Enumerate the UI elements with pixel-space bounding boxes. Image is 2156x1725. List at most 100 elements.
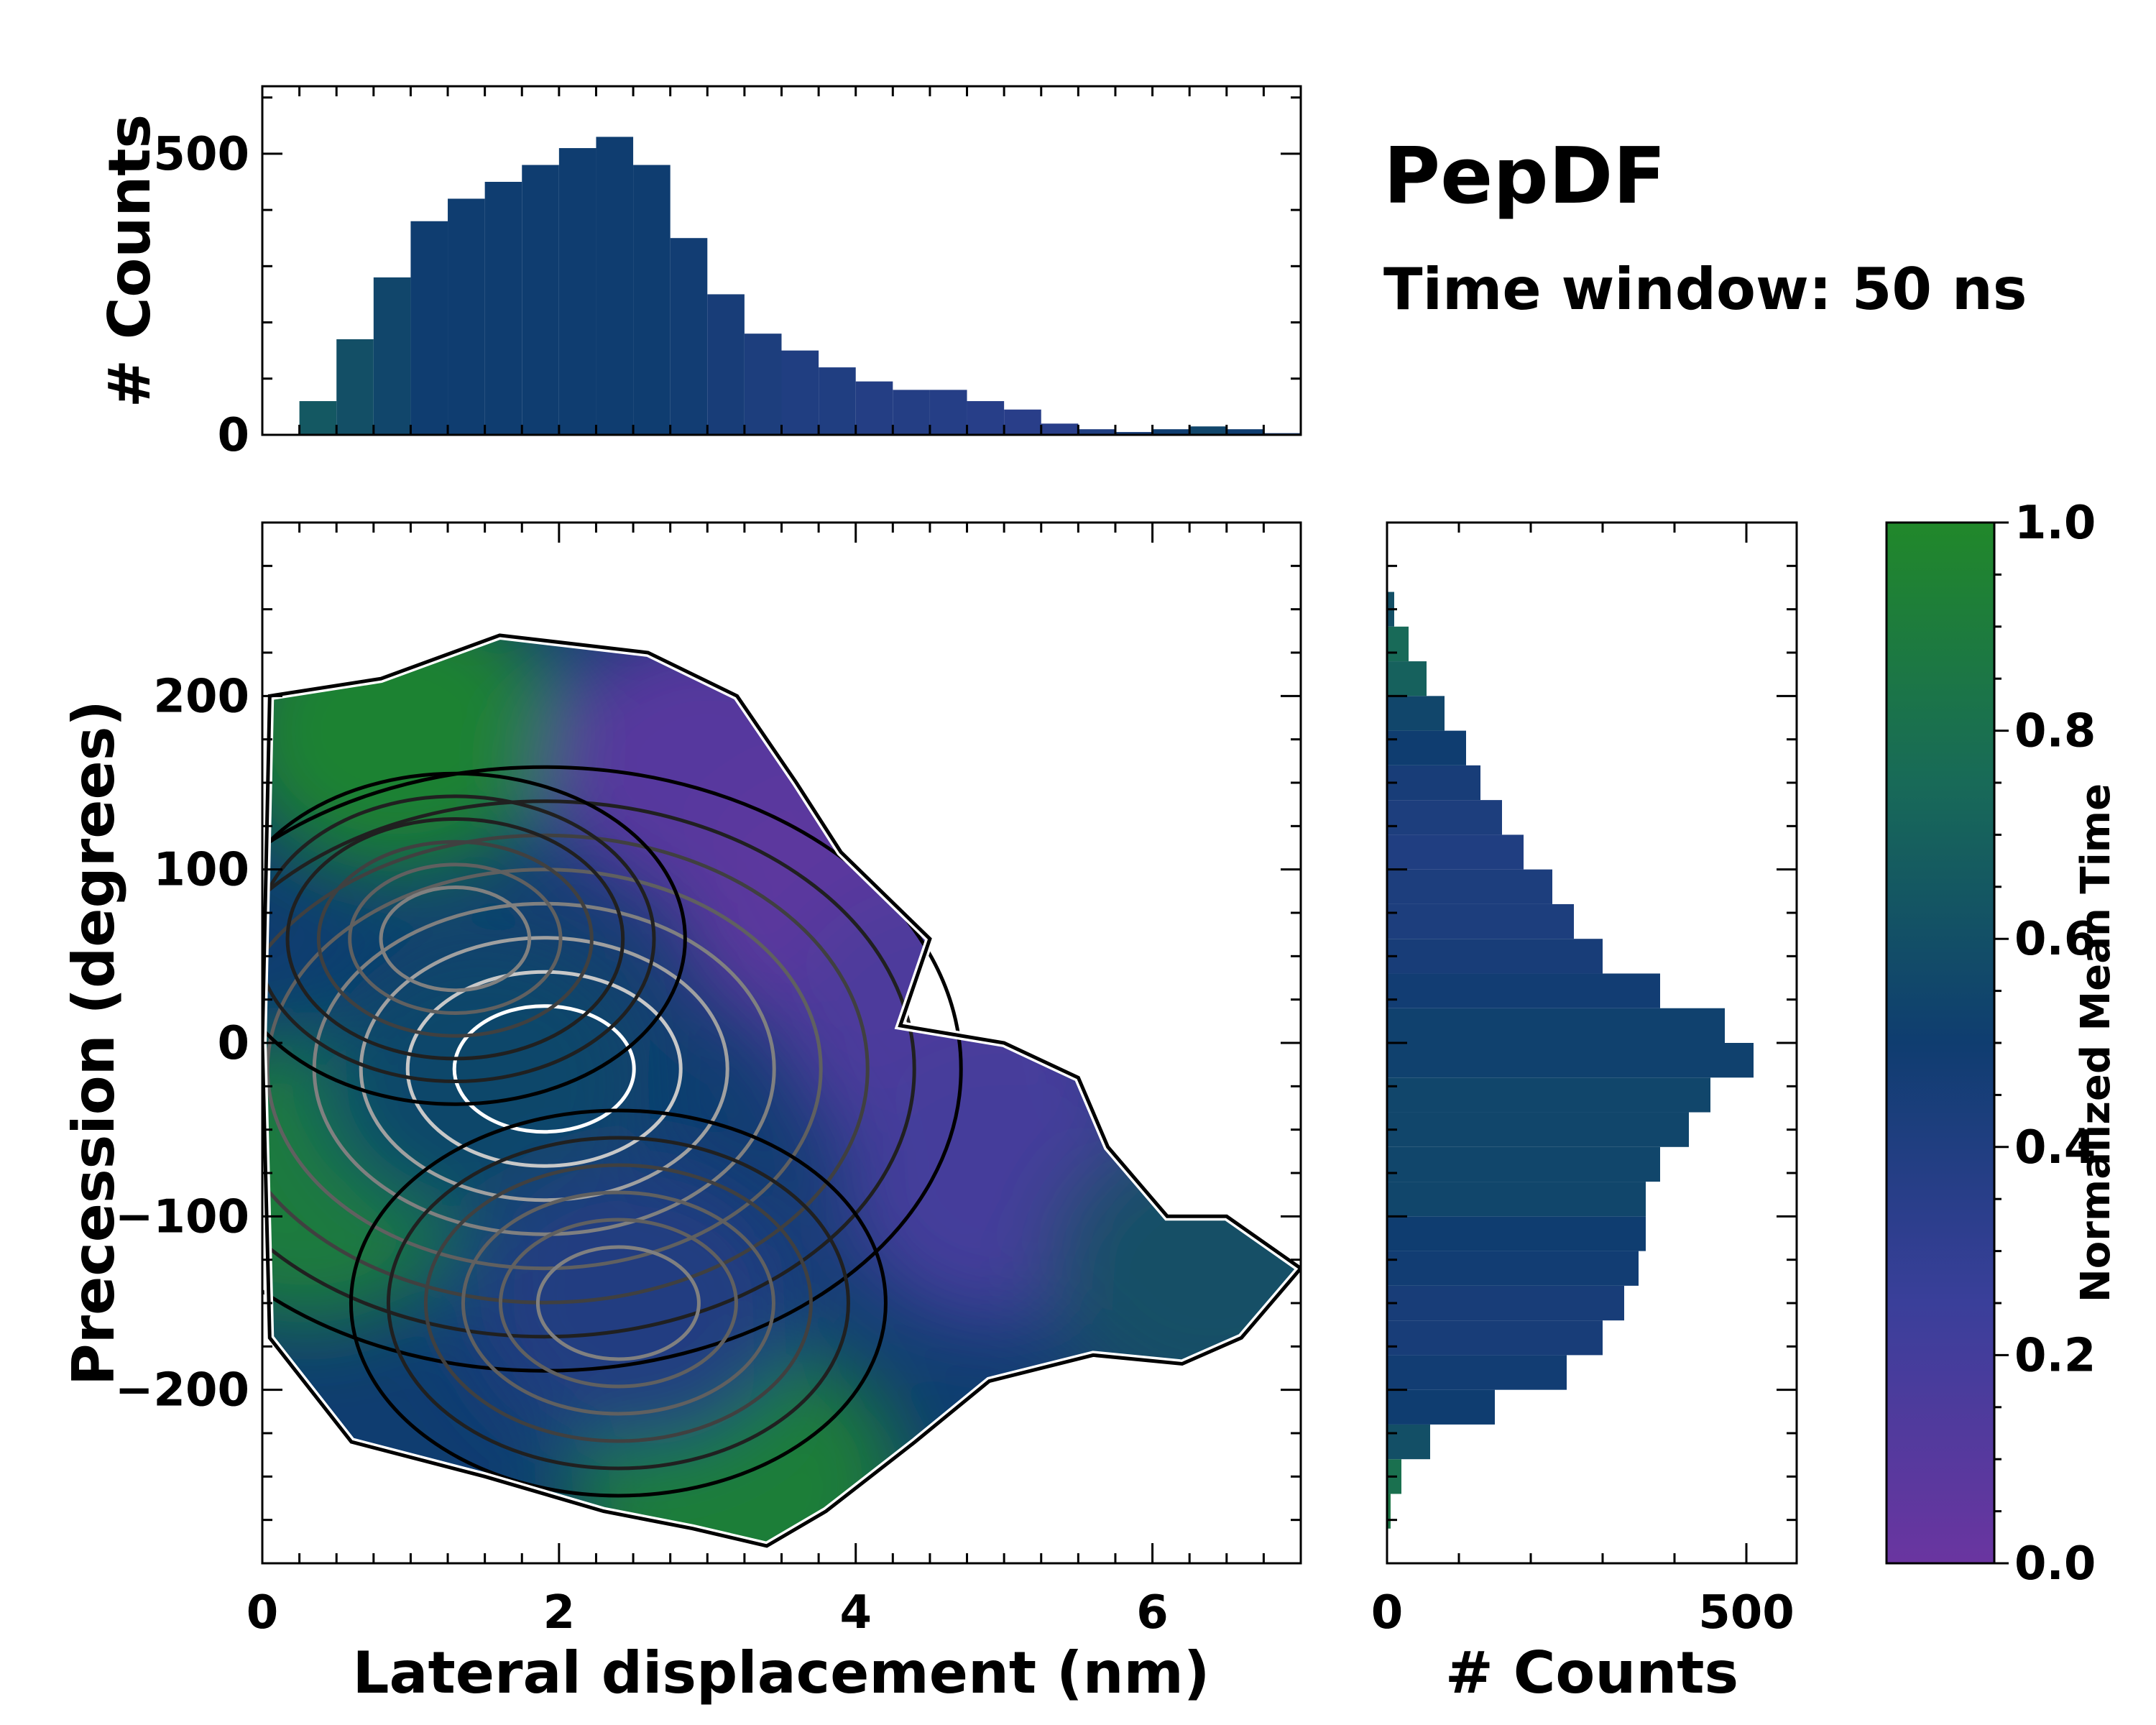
main-y-axis-title: Precession (degrees) <box>60 700 127 1386</box>
density-contour <box>348 862 563 1016</box>
density-contour <box>405 970 683 1168</box>
top-histogram-bar <box>373 277 411 435</box>
main-y-tick-label: −100 <box>115 1190 249 1243</box>
top-y-tick-label: 500 <box>153 128 249 181</box>
right-histogram-bar <box>1387 1182 1646 1217</box>
top-histogram-bar <box>448 198 485 435</box>
main-heatmap-panel: 0 2 4 6 −200 −100 0 100 200 <box>115 521 1302 1639</box>
top-histogram-bar <box>744 334 782 435</box>
right-histogram-bar <box>1387 903 1574 939</box>
density-contour <box>359 936 729 1202</box>
right-histogram-bar <box>1387 1355 1567 1390</box>
top-histogram-bar <box>707 294 745 435</box>
right-histogram-bar <box>1387 1251 1639 1286</box>
density-contour <box>535 1245 701 1361</box>
density-contour <box>452 1004 636 1134</box>
right-histogram-bar <box>1387 661 1427 696</box>
colorbar-tick-label: 1.0 <box>2014 497 2096 550</box>
right-histogram-bar <box>1387 1112 1689 1147</box>
top-histogram-bar <box>855 381 893 435</box>
main-y-tick-label: 0 <box>217 1017 249 1070</box>
right-histogram-bar <box>1387 696 1445 731</box>
heatmap-color-region <box>1046 1124 1301 1412</box>
right-histogram-bar <box>1387 1424 1430 1460</box>
right-histogram-bar <box>1387 626 1409 662</box>
main-x-axis-title: Lateral displacement (nm) <box>353 1639 1210 1706</box>
top-histogram-bar <box>967 401 1005 435</box>
main-y-tick-label: 200 <box>153 670 249 723</box>
top-histogram-bar <box>633 165 671 436</box>
colorbar-tick-label: 0.0 <box>2014 1537 2096 1591</box>
right-histogram-bar <box>1387 765 1480 801</box>
right-x-axis-title: # Counts <box>1445 1639 1738 1706</box>
top-histogram-bar <box>819 367 856 435</box>
top-histogram-bar <box>1115 432 1153 435</box>
density-contour <box>316 840 594 1038</box>
top-histogram-bar <box>670 238 708 435</box>
main-x-tick-label: 6 <box>1136 1586 1169 1639</box>
top-histogram-bar <box>1004 409 1041 435</box>
main-y-tick-label: 100 <box>153 844 249 897</box>
right-histogram-bar <box>1387 1077 1710 1113</box>
top-histogram-bar <box>1078 429 1115 435</box>
colorbar-gradient <box>1885 521 1996 1565</box>
right-histogram-bar <box>1387 800 1502 835</box>
right-histogram-bar <box>1387 1320 1603 1356</box>
main-x-tick-label: 0 <box>247 1586 279 1639</box>
density-contour <box>498 1218 738 1389</box>
right-histogram-bar <box>1387 1216 1646 1251</box>
right-histogram-bar <box>1387 1146 1660 1182</box>
heatmap-fill <box>262 635 1301 1546</box>
density-contour <box>262 799 916 1339</box>
top-histogram-bar <box>781 350 819 435</box>
right-histogram-bar <box>1387 869 1552 904</box>
top-histogram-bar <box>1189 426 1227 435</box>
density-contour <box>379 886 532 993</box>
heatmap-color-region <box>468 1159 799 1447</box>
top-histogram-bar <box>410 221 448 435</box>
top-histogram-bar <box>558 148 596 435</box>
right-x-tick-label: 500 <box>1698 1586 1795 1639</box>
main-x-tick-label: 4 <box>839 1586 872 1639</box>
colorbar-title: Normalized Mean Time <box>2073 783 2119 1302</box>
density-contour <box>265 868 823 1271</box>
colorbar-tick-label: 0.6 <box>2014 913 2096 966</box>
top-y-tick-label: 0 <box>217 409 249 462</box>
density-contours <box>262 765 963 1498</box>
right-histogram-bar <box>1387 939 1603 974</box>
top-histogram-bar <box>929 390 967 435</box>
right-histogram-bar <box>1387 1389 1495 1425</box>
density-contour <box>262 794 656 1083</box>
top-histogram-bar <box>336 339 374 435</box>
right-histogram-bar <box>1387 973 1660 1008</box>
main-x-tick-label: 2 <box>543 1586 576 1639</box>
colorbar-tick-label: 0.8 <box>2014 705 2096 758</box>
top-histogram-bar <box>596 137 634 435</box>
density-contour <box>262 771 687 1106</box>
density-contour <box>262 765 963 1373</box>
density-contour <box>386 1136 850 1471</box>
right-histogram-bar <box>1387 730 1466 765</box>
right-histogram-bar <box>1387 1008 1725 1043</box>
top-histogram-bar <box>893 390 930 435</box>
support-outline <box>262 633 1301 1548</box>
top-histogram-bar <box>484 181 522 435</box>
main-y-tick-label: −200 <box>115 1364 249 1417</box>
top-y-axis-title: # Counts <box>96 114 163 408</box>
colorbar-tick-label: 0.4 <box>2014 1121 2096 1174</box>
right-histogram-panel: 0 500 <box>1371 521 1798 1639</box>
right-histogram-bar <box>1387 1494 1391 1529</box>
top-histogram-panel: 0 500 <box>153 85 1302 462</box>
right-histogram-bar <box>1387 834 1524 870</box>
density-contour <box>461 1190 775 1416</box>
right-histogram-bar <box>1387 1043 1754 1078</box>
figure-title: PepDF <box>1383 132 1666 221</box>
right-x-tick-label: 0 <box>1371 1586 1404 1639</box>
heatmap-color-region <box>319 934 650 1222</box>
figure-subtitle: Time window: 50 ns <box>1383 256 2027 323</box>
colorbar-tick-label: 0.2 <box>2014 1329 2096 1382</box>
density-contour <box>349 1108 888 1498</box>
right-histogram-bar <box>1387 1285 1624 1321</box>
top-histogram-bar <box>1226 429 1264 435</box>
